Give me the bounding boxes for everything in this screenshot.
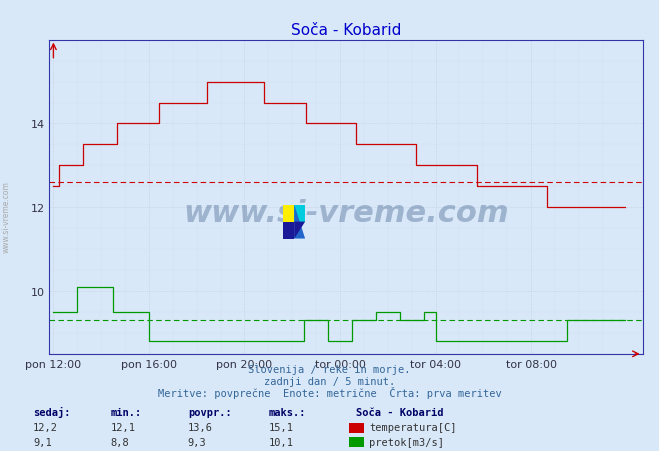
Polygon shape xyxy=(294,222,305,239)
Text: Soča - Kobarid: Soča - Kobarid xyxy=(356,407,444,417)
Polygon shape xyxy=(294,205,305,239)
Text: 12,2: 12,2 xyxy=(33,422,58,432)
Text: Slovenija / reke in morje.: Slovenija / reke in morje. xyxy=(248,364,411,374)
Text: maks.:: maks.: xyxy=(269,407,306,417)
Text: zadnji dan / 5 minut.: zadnji dan / 5 minut. xyxy=(264,376,395,386)
Text: 15,1: 15,1 xyxy=(269,422,294,432)
Text: 9,3: 9,3 xyxy=(188,437,206,446)
Text: pretok[m3/s]: pretok[m3/s] xyxy=(369,437,444,446)
Text: 8,8: 8,8 xyxy=(111,437,129,446)
Bar xyxy=(283,205,294,222)
Text: www.si-vreme.com: www.si-vreme.com xyxy=(2,180,11,253)
Text: temperatura[C]: temperatura[C] xyxy=(369,422,457,432)
Text: Meritve: povprečne  Enote: metrične  Črta: prva meritev: Meritve: povprečne Enote: metrične Črta:… xyxy=(158,387,501,398)
Text: sedaj:: sedaj: xyxy=(33,406,71,417)
Text: povpr.:: povpr.: xyxy=(188,407,231,417)
Bar xyxy=(294,205,305,222)
Bar xyxy=(283,222,294,239)
Text: 12,1: 12,1 xyxy=(111,422,136,432)
Text: 10,1: 10,1 xyxy=(269,437,294,446)
Title: Soča - Kobarid: Soča - Kobarid xyxy=(291,23,401,38)
Text: min.:: min.: xyxy=(111,407,142,417)
Text: www.si-vreme.com: www.si-vreme.com xyxy=(183,198,509,227)
Text: 9,1: 9,1 xyxy=(33,437,51,446)
Text: 13,6: 13,6 xyxy=(188,422,213,432)
